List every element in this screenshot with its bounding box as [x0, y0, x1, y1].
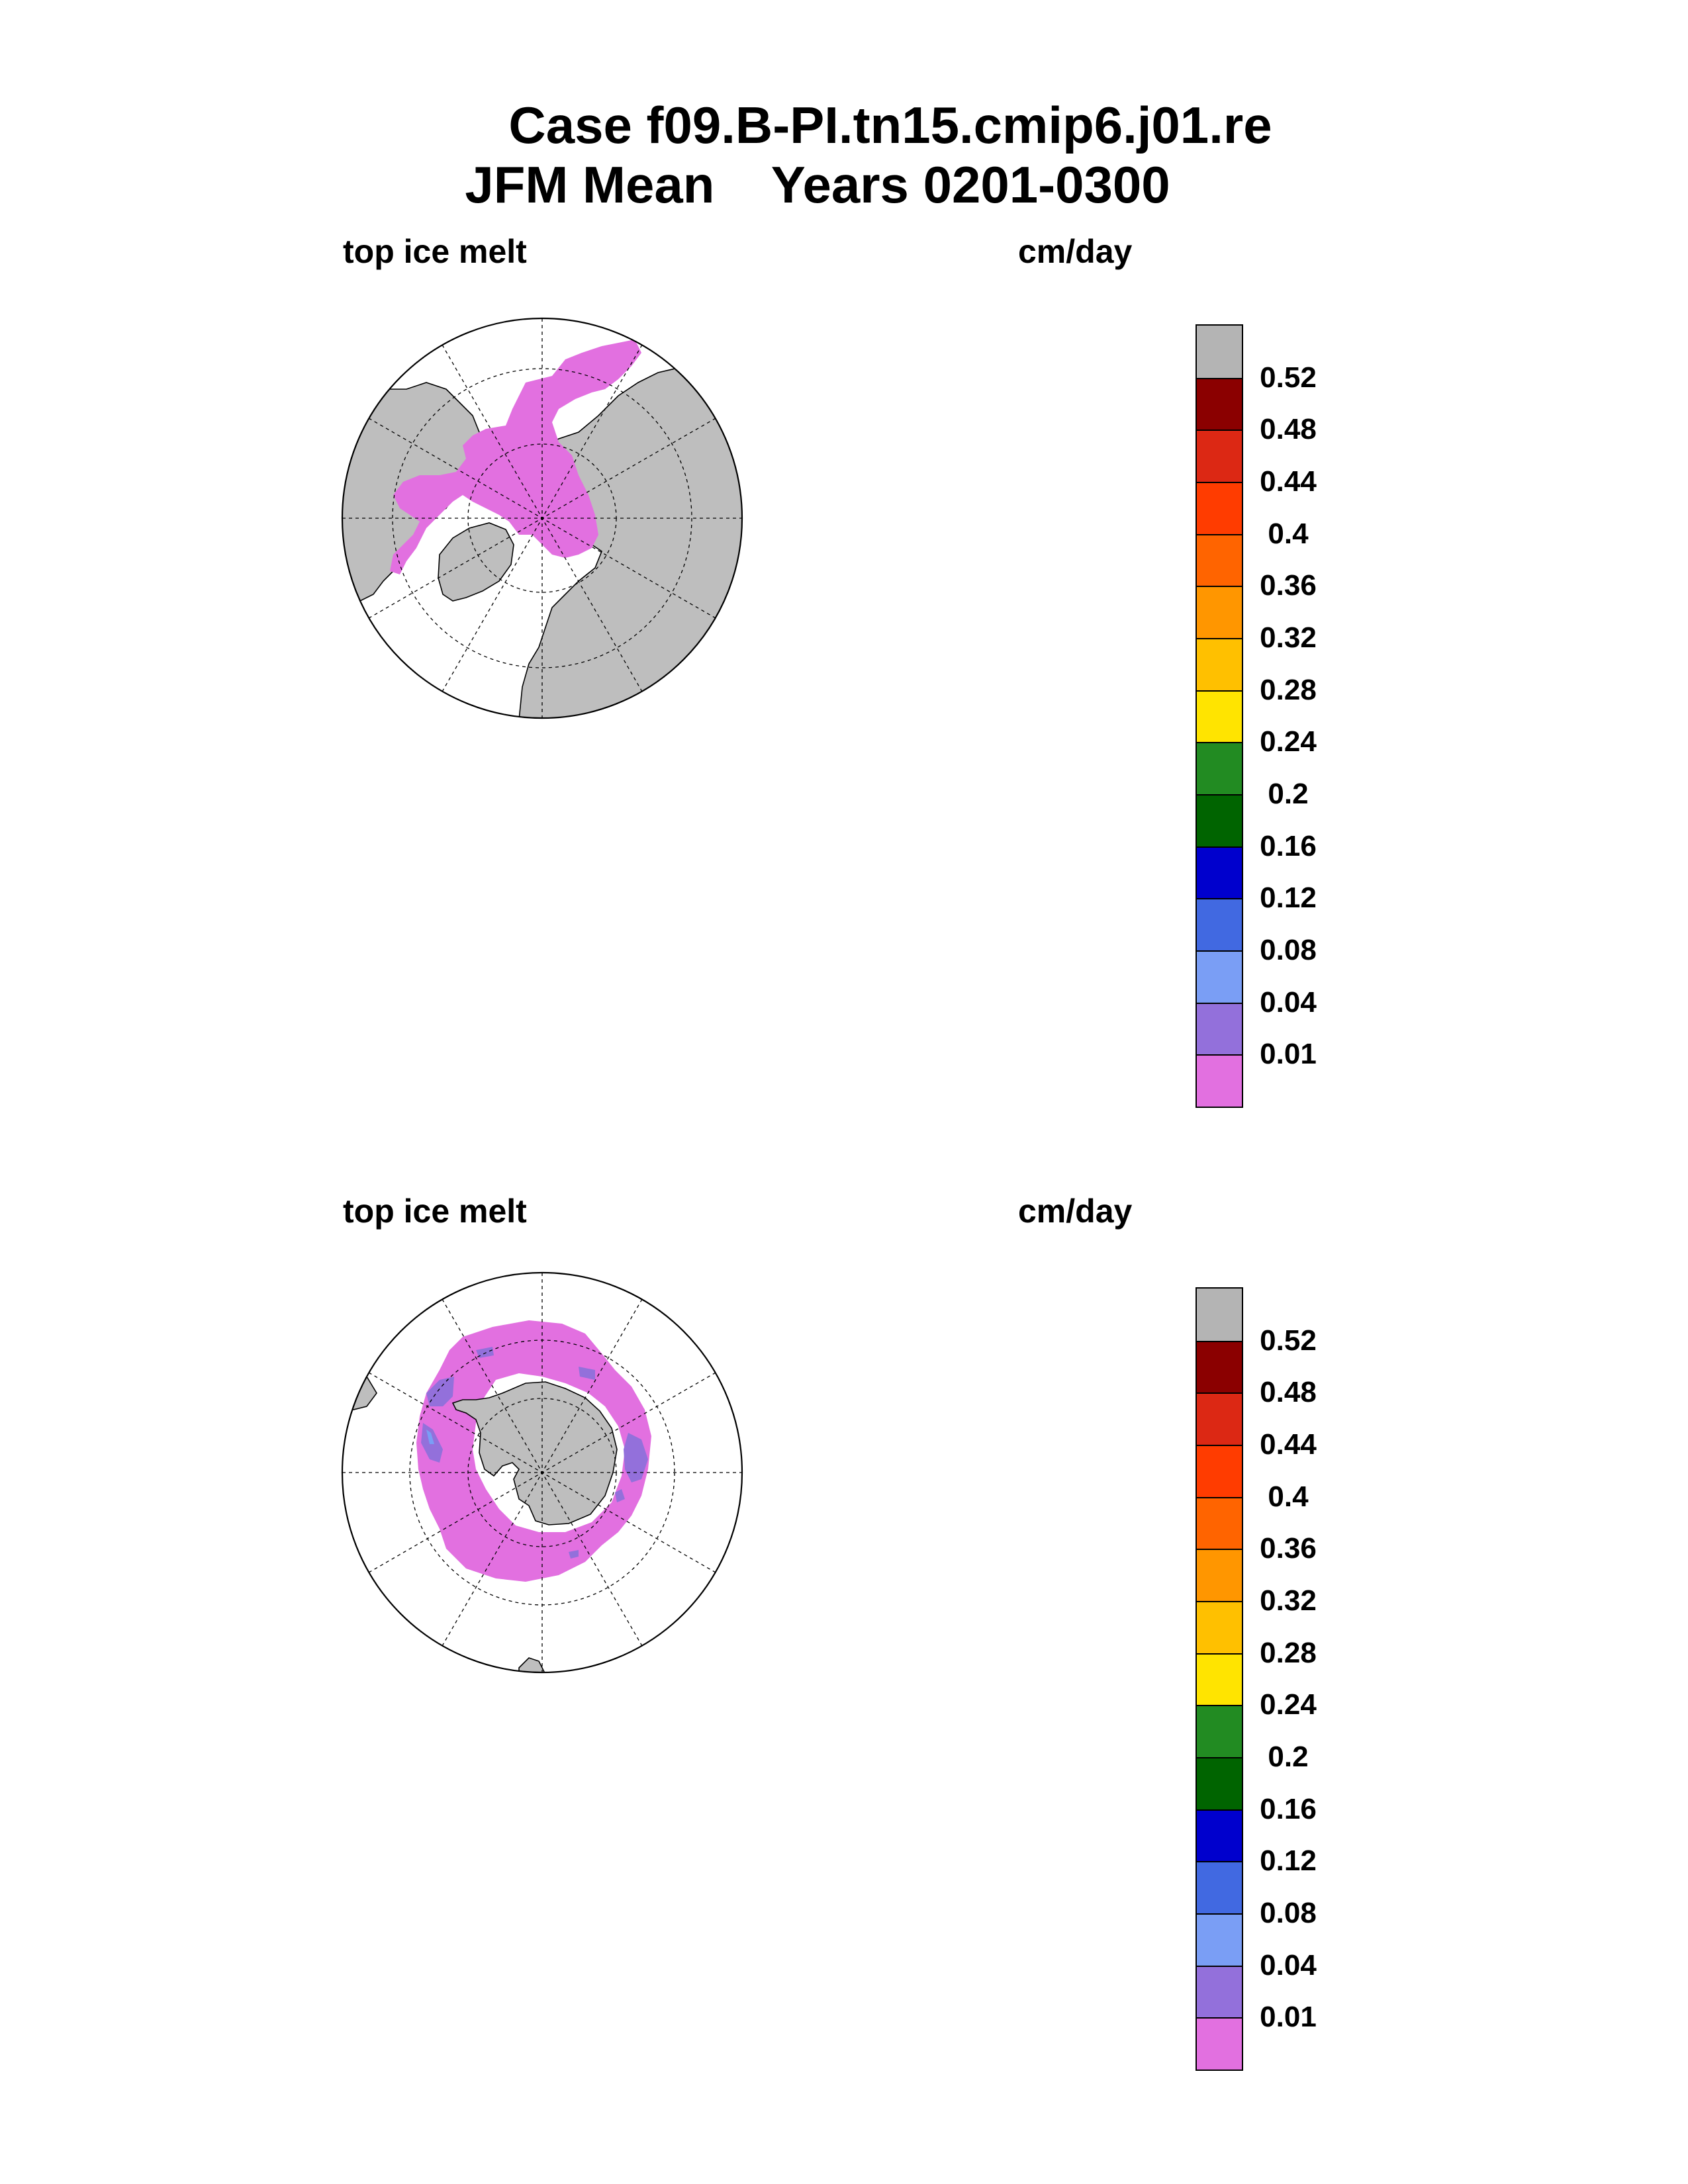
colorbar-south-swatch — [1197, 1601, 1242, 1653]
land-antarctica — [451, 1381, 618, 1525]
colorbar-north-swatch — [1197, 1054, 1242, 1107]
colorbar-south-label: 0.04 — [1260, 1948, 1317, 1981]
map-border-north — [341, 317, 743, 719]
ice-melt-mid-patch-3 — [624, 1433, 648, 1482]
colorbar-south-label: 0.24 — [1260, 1688, 1317, 1721]
colorbar-north-label: 0.4 — [1268, 517, 1309, 550]
ice-melt-mid-patch-1 — [426, 1377, 454, 1406]
colorbar-north-label: 0.01 — [1260, 1038, 1317, 1071]
ice-melt-light-patch — [426, 1430, 434, 1444]
colorbar-north-swatch — [1197, 846, 1242, 899]
colorbar-south-swatch — [1197, 1705, 1242, 1757]
ice-melt-mid-patch-5 — [476, 1347, 494, 1358]
colorbar-south-label: 0.08 — [1260, 1897, 1317, 1929]
colorbar-south-label: 0.44 — [1260, 1428, 1317, 1461]
colorbar-north-swatch — [1197, 430, 1242, 482]
panel-north-variable: top ice melt — [343, 233, 527, 270]
colorbar-south-swatch — [1197, 1392, 1242, 1445]
south-polar-map — [341, 1271, 743, 1674]
colorbar-north-label: 0.24 — [1260, 725, 1317, 758]
colorbar-south-label: 0.28 — [1260, 1636, 1317, 1669]
colorbar-north-swatch — [1197, 326, 1242, 378]
ice-melt-mid-patch-4 — [579, 1367, 595, 1380]
colorbar-north-label: 0.2 — [1268, 778, 1309, 810]
colorbar-south-swatch — [1197, 1809, 1242, 1862]
graticule-north — [342, 318, 742, 718]
sea-ice-arctic — [390, 340, 641, 574]
colorbar-north-swatch — [1197, 690, 1242, 743]
colorbar-north-frame — [1196, 324, 1243, 1108]
colorbar-south-swatch — [1197, 2017, 1242, 2070]
colorbar-south-swatch — [1197, 1340, 1242, 1393]
colorbar-north-swatch — [1197, 638, 1242, 690]
colorbar-south-label: 0.16 — [1260, 1792, 1317, 1825]
map-border-south — [341, 1271, 743, 1674]
colorbar-south-label: 0.2 — [1268, 1741, 1309, 1773]
years-label: Years 0201-0300 — [771, 156, 1170, 214]
colorbar-north-label: 0.44 — [1260, 465, 1317, 498]
colorbar-north-label: 0.12 — [1260, 882, 1317, 915]
case-title: Case f09.B-PI.tn15.cmip6.j01.re — [508, 96, 1272, 154]
season-label: JFM Mean — [465, 156, 715, 214]
ice-melt-mid-patch-6 — [615, 1489, 625, 1502]
colorbar-north-label: 0.08 — [1260, 934, 1317, 966]
colorbar-south-swatch — [1197, 1861, 1242, 1913]
colorbar-south-label: 0.4 — [1268, 1480, 1309, 1513]
panel-north-units: cm/day — [1018, 233, 1133, 270]
panel-south-units: cm/day — [1018, 1193, 1133, 1230]
colorbar-north-swatch — [1197, 898, 1242, 950]
colorbar-south-label: 0.32 — [1260, 1584, 1317, 1617]
north-polar-map — [341, 317, 743, 719]
colorbar-south-swatch — [1197, 1757, 1242, 1809]
colorbar-north-swatch — [1197, 482, 1242, 534]
colorbar-south-swatch — [1197, 1445, 1242, 1497]
colorbar-north-label: 0.32 — [1260, 621, 1317, 654]
colorbar-north-label: 0.48 — [1260, 413, 1317, 446]
colorbar-north-label: 0.16 — [1260, 829, 1317, 862]
colorbar-north-swatch — [1197, 794, 1242, 846]
colorbar-north-label: 0.52 — [1260, 361, 1317, 394]
ice-melt-mid-patch-7 — [569, 1550, 579, 1559]
graticule-south — [342, 1273, 742, 1672]
colorbar-south-label: 0.36 — [1260, 1532, 1317, 1565]
colorbar-south-label: 0.48 — [1260, 1376, 1317, 1409]
colorbar-north-swatch — [1197, 1002, 1242, 1055]
colorbar-south-swatch — [1197, 1653, 1242, 1706]
colorbar-south-label: 0.52 — [1260, 1324, 1317, 1357]
panel-south-variable: top ice melt — [343, 1193, 527, 1230]
colorbar-south-swatch — [1197, 1289, 1242, 1341]
colorbar-north-swatch — [1197, 377, 1242, 430]
season-title: JFM Mean Years 0201-0300 — [0, 159, 1662, 210]
colorbar-north-swatch — [1197, 950, 1242, 1003]
colorbar-south-frame — [1196, 1287, 1243, 2071]
colorbar-south-swatch — [1197, 1913, 1242, 1966]
land-greenland — [438, 522, 514, 602]
colorbar-north-label: 0.28 — [1260, 673, 1317, 706]
colorbar-south-swatch — [1197, 1965, 1242, 2018]
colorbar-south-label: 0.12 — [1260, 1844, 1317, 1878]
colorbar-north-swatch — [1197, 742, 1242, 794]
colorbar-south-swatch — [1197, 1549, 1242, 1601]
colorbar-north-swatch — [1197, 586, 1242, 638]
land-africa-tip — [518, 1657, 547, 1672]
colorbar-south-label: 0.01 — [1260, 2001, 1317, 2034]
colorbar-north-swatch — [1197, 533, 1242, 586]
colorbar-north-label: 0.04 — [1260, 985, 1317, 1019]
colorbar-north-label: 0.36 — [1260, 569, 1317, 602]
colorbar-south-swatch — [1197, 1496, 1242, 1549]
